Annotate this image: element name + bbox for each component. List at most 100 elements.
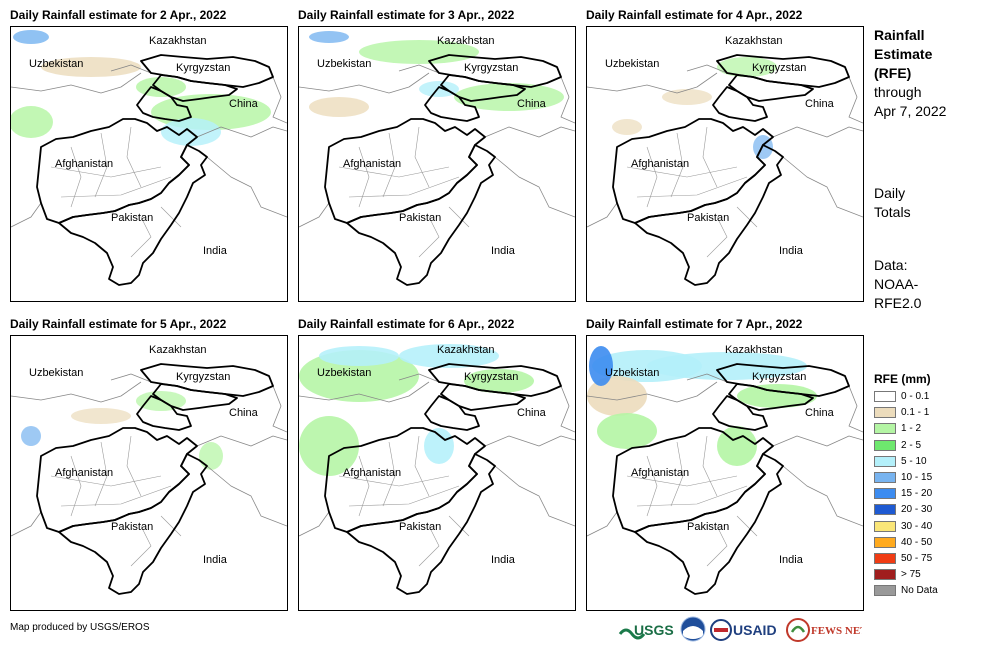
svg-text:FEWS NET: FEWS NET: [811, 625, 862, 637]
rainfall-area: [647, 352, 807, 380]
country-border: [560, 76, 575, 124]
rainfall-area: [309, 31, 349, 43]
legend-swatch: [874, 423, 896, 435]
noaa-logo-icon: [680, 616, 708, 644]
province-border: [70, 455, 82, 517]
rainfall-area: [454, 83, 564, 111]
country-label-kazakhstan: Kazakhstan: [149, 35, 206, 47]
country-border: [110, 373, 152, 383]
rainfall-area: [419, 81, 459, 97]
province-border: [94, 132, 108, 198]
province-border: [736, 206, 758, 228]
country-label-uzbekistan: Uzbekistan: [317, 58, 371, 70]
pakistan-outline: [634, 453, 784, 595]
country-border: [587, 511, 618, 537]
rainfall-area: [717, 57, 777, 77]
rainfall-area: [299, 416, 359, 476]
country-label-india: India: [491, 245, 516, 257]
totals-line-1: Daily: [874, 185, 906, 201]
country-border: [398, 373, 440, 383]
province-border: [382, 132, 396, 198]
legend-swatch: [874, 553, 896, 564]
tajikistan-outline: [712, 86, 768, 122]
province-border: [736, 515, 758, 537]
country-border: [206, 465, 287, 527]
province-border: [448, 206, 470, 228]
province-border: [160, 515, 182, 537]
panel-title-2: Daily Rainfall estimate for 3 Apr., 2022: [298, 8, 515, 22]
legend-swatch: [874, 569, 896, 581]
country-border: [299, 511, 330, 537]
country-border: [848, 76, 863, 124]
province-border: [130, 525, 152, 567]
through-label: through: [874, 84, 922, 100]
province-border: [130, 216, 152, 258]
panel-title-1: Daily Rainfall estimate for 2 Apr., 2022: [10, 8, 227, 22]
panel-title-6: Daily Rainfall estimate for 7 Apr., 2022: [586, 317, 803, 331]
tajikistan-outline: [136, 395, 192, 431]
rainfall-area: [199, 442, 223, 470]
map-panel-3: Kazakhstan Uzbekistan Kyrgyzstan China Afgha…: [586, 26, 864, 302]
legend-swatch: [874, 488, 896, 500]
side-totals: Daily Totals: [874, 184, 911, 222]
province-border: [706, 525, 728, 567]
svg-text:USAID: USAID: [733, 622, 777, 638]
legend-label: 50 - 75: [901, 553, 933, 564]
rainfall-area: [299, 350, 419, 402]
legend-label: 0 - 0.1: [901, 391, 930, 402]
country-label-kazakhstan: Kazakhstan: [437, 344, 494, 356]
rainfall-area: [597, 413, 657, 449]
afghanistan-outline: [36, 427, 198, 533]
country-label-uzbekistan: Uzbekistan: [317, 367, 371, 379]
country-label-pakistan: Pakistan: [111, 521, 153, 533]
province-border: [448, 515, 470, 537]
country-border: [11, 72, 142, 94]
data-line-2: NOAA-: [874, 276, 919, 292]
country-border: [196, 126, 287, 138]
pakistan-outline: [346, 453, 496, 595]
legend-title: RFE (mm): [874, 372, 931, 386]
province-border: [358, 455, 370, 517]
map-panel-1: Kazakhstan Uzbekistan Kyrgyzstan China Afgha…: [10, 26, 288, 302]
rainfall-area: [424, 428, 454, 464]
legend-label: 1 - 2: [901, 423, 922, 435]
legend-swatch: [874, 585, 896, 597]
panel-title-3: Daily Rainfall estimate for 4 Apr., 2022: [586, 8, 803, 22]
province-border: [358, 146, 370, 208]
country-border: [494, 465, 575, 527]
country-label-uzbekistan: Uzbekistan: [605, 367, 659, 379]
province-border: [670, 132, 684, 198]
country-border: [686, 64, 728, 74]
province-border: [646, 455, 658, 517]
map-canvas: Kazakhstan Uzbekistan Kyrgyzstan China Afgha…: [11, 30, 287, 286]
rainfall-area: [41, 57, 141, 77]
country-border: [11, 381, 142, 403]
legend-label: 15 - 20: [901, 488, 933, 500]
country-border: [11, 202, 42, 228]
afghanistan-outline: [324, 118, 486, 224]
province-border: [626, 475, 738, 487]
heading-line-2: Estimate: [874, 46, 933, 62]
rainfall-area: [21, 426, 41, 446]
legend-swatch: [874, 407, 896, 419]
legend-swatch: [874, 472, 896, 483]
rainfall-area: [587, 376, 647, 416]
country-label-kyrgyzstan: Kyrgyzstan: [464, 371, 518, 383]
country-label-china: China: [805, 407, 835, 419]
country-border: [299, 202, 330, 228]
country-label-pakistan: Pakistan: [111, 212, 153, 224]
country-label-kazakhstan: Kazakhstan: [149, 344, 206, 356]
country-label-china: China: [517, 98, 547, 110]
province-border: [418, 525, 440, 567]
country-label-uzbekistan: Uzbekistan: [29, 58, 83, 70]
rainfall-area: [11, 106, 53, 138]
country-label-afghanistan: Afghanistan: [631, 158, 689, 170]
country-label-pakistan: Pakistan: [399, 521, 441, 533]
province-border: [702, 126, 718, 188]
panel-title-4: Daily Rainfall estimate for 5 Apr., 2022: [10, 317, 227, 331]
legend-label: 5 - 10: [901, 455, 927, 467]
side-heading: Rainfall Estimate (RFE) through Apr 7, 2…: [874, 26, 946, 121]
heading-line-1: Rainfall: [874, 27, 925, 43]
province-border: [126, 435, 142, 497]
country-label-china: China: [805, 98, 835, 110]
